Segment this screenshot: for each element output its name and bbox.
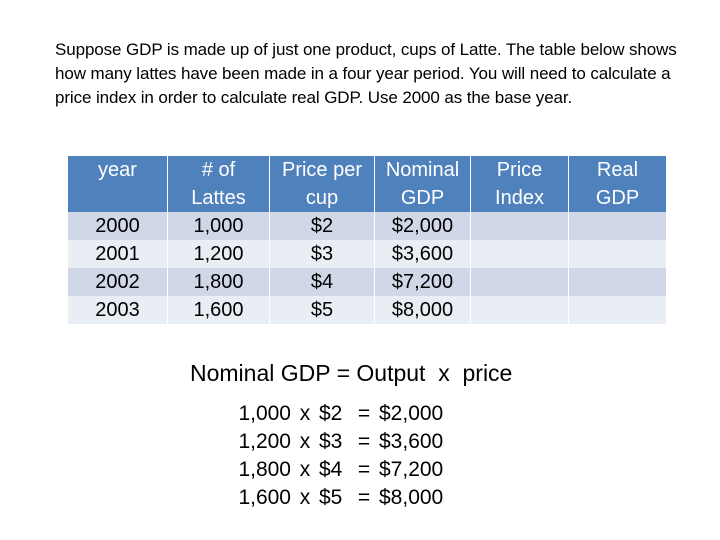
calc-equals: = — [357, 458, 371, 481]
cell-nominal-gdp: $3,600 — [375, 240, 470, 268]
calc-row: 1,200 x $3 = $3,600 — [232, 428, 443, 456]
intro-paragraph: Suppose GDP is made up of just one produ… — [55, 40, 677, 107]
calc-row: 1,600 x $5 = $8,000 — [232, 484, 443, 512]
calc-price: $3 — [319, 430, 343, 453]
cell-lattes: 1,200 — [168, 240, 269, 268]
calc-output: 1,600 — [238, 486, 291, 509]
calc-output: 1,000 — [238, 402, 291, 425]
cell-real-gdp — [569, 212, 666, 240]
header-lattes: # of — [168, 156, 269, 184]
calc-equals: = — [357, 486, 371, 509]
calc-result: $8,000 — [379, 486, 444, 509]
calc-price: $4 — [319, 458, 343, 481]
cell-year: 2003 — [68, 296, 167, 324]
header-nominal-gdp-line2: GDP — [375, 184, 470, 212]
calc-times: x — [299, 402, 311, 425]
cell-real-gdp — [569, 240, 666, 268]
calc-equals: = — [357, 430, 371, 453]
cell-price: $2 — [270, 212, 374, 240]
cell-nominal-gdp: $8,000 — [375, 296, 470, 324]
calc-price: $5 — [319, 486, 343, 509]
cell-price-index — [471, 240, 568, 268]
header-real-gdp: Real — [569, 156, 666, 184]
header-price-index-line2: Index — [471, 184, 568, 212]
cell-price: $4 — [270, 268, 374, 296]
header-price-index: Price — [471, 156, 568, 184]
cell-price-index — [471, 212, 568, 240]
cell-price-index — [471, 296, 568, 324]
formula-calculations: 1,000 x $2 = $2,000 1,200 x $3 = $3,600 … — [232, 400, 443, 512]
table-row: 2000 1,000 $2 $2,000 — [68, 212, 666, 240]
table-row: 2002 1,800 $4 $7,200 — [68, 268, 666, 296]
calc-times: x — [299, 430, 311, 453]
header-year-line2 — [68, 184, 167, 212]
cell-year: 2002 — [68, 268, 167, 296]
header-lattes-line2: Lattes — [168, 184, 269, 212]
cell-lattes: 1,600 — [168, 296, 269, 324]
calc-row: 1,800 x $4 = $7,200 — [232, 456, 443, 484]
cell-year: 2000 — [68, 212, 167, 240]
calc-price: $2 — [319, 402, 343, 425]
header-real-gdp-line2: GDP — [569, 184, 666, 212]
calc-result: $7,200 — [379, 458, 444, 481]
latte-gdp-table: year # of Price per Nominal Price Real L… — [67, 156, 667, 324]
cell-lattes: 1,000 — [168, 212, 269, 240]
calc-times: x — [299, 486, 311, 509]
calc-equals: = — [357, 402, 371, 425]
table-header-row: year # of Price per Nominal Price Real — [68, 156, 666, 184]
calc-row: 1,000 x $2 = $2,000 — [232, 400, 443, 428]
header-nominal-gdp: Nominal — [375, 156, 470, 184]
cell-price: $5 — [270, 296, 374, 324]
calc-output: 1,800 — [238, 458, 291, 481]
cell-lattes: 1,800 — [168, 268, 269, 296]
cell-price: $3 — [270, 240, 374, 268]
formula-title: Nominal GDP = Output x price — [190, 360, 513, 386]
table-row: 2003 1,600 $5 $8,000 — [68, 296, 666, 324]
header-year: year — [68, 156, 167, 184]
cell-real-gdp — [569, 296, 666, 324]
table-row: 2001 1,200 $3 $3,600 — [68, 240, 666, 268]
header-price-per-cup-line2: cup — [270, 184, 374, 212]
calc-result: $2,000 — [379, 402, 444, 425]
cell-nominal-gdp: $2,000 — [375, 212, 470, 240]
cell-real-gdp — [569, 268, 666, 296]
calc-result: $3,600 — [379, 430, 444, 453]
cell-year: 2001 — [68, 240, 167, 268]
cell-nominal-gdp: $7,200 — [375, 268, 470, 296]
header-price-per-cup: Price per — [270, 156, 374, 184]
calc-times: x — [299, 458, 311, 481]
cell-price-index — [471, 268, 568, 296]
table-header-row: Lattes cup GDP Index GDP — [68, 184, 666, 212]
calc-output: 1,200 — [238, 430, 291, 453]
